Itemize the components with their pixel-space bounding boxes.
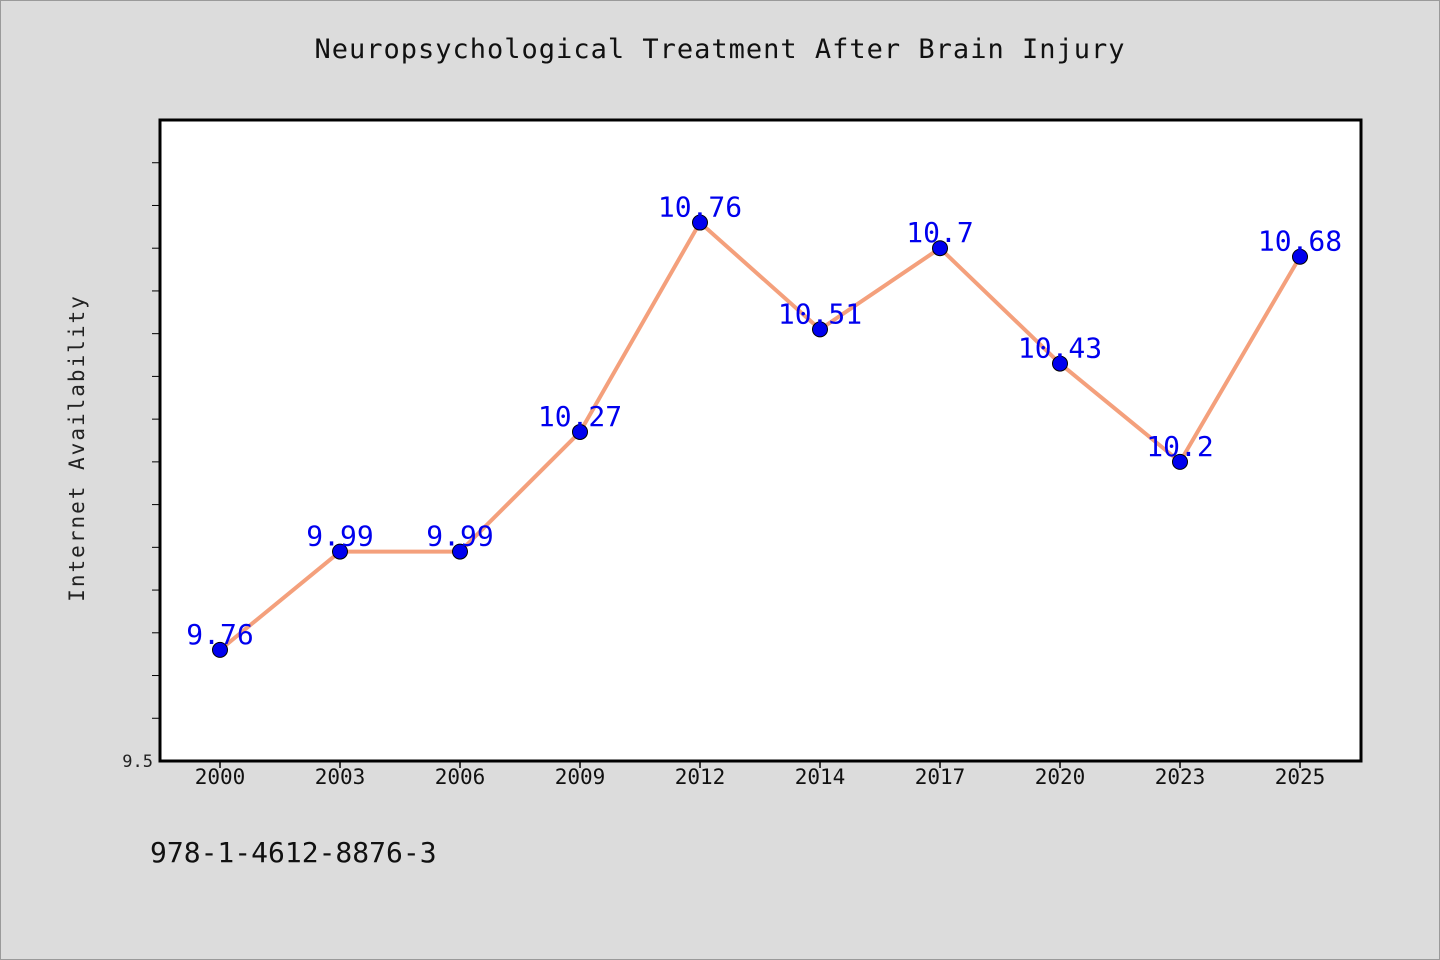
x-tick-label: 2020: [1035, 765, 1086, 789]
x-tick-label: 2014: [795, 765, 846, 789]
x-tick-label: 2000: [195, 765, 246, 789]
x-tick-label: 2006: [435, 765, 486, 789]
data-label: 10.76: [658, 191, 742, 224]
y-tick-label: 9.5: [122, 752, 153, 772]
data-point: [1172, 453, 1188, 470]
data-label: 10.2: [1146, 430, 1213, 463]
data-label: 10.43: [1018, 332, 1102, 365]
x-tick-label: 2009: [555, 765, 606, 789]
series-group: 9.76 9.99 9.99 10.27 10.76 10.51 10.7 10.43 10.2…: [186, 191, 1342, 658]
x-axis-ticks: 2000 2003 2006 2009 2012 2014 2017 2020 2023 2025: [195, 761, 1326, 789]
chart-title: Neuropsychological Treatment After Brain…: [314, 34, 1126, 65]
data-label: 10.68: [1258, 225, 1342, 258]
plot-area: [158, 118, 1363, 763]
data-point: [212, 641, 228, 658]
data-point: [572, 423, 588, 440]
x-tick-label: 2025: [1275, 765, 1326, 789]
x-tick-label: 2012: [675, 765, 726, 789]
data-label: 10.51: [778, 297, 862, 330]
series-line: [218, 220, 1302, 652]
data-point: [692, 214, 708, 231]
data-point: [452, 543, 468, 560]
data-point: [812, 321, 828, 338]
data-point: [1052, 355, 1068, 372]
data-point: [932, 240, 948, 257]
data-label: 10.7: [906, 216, 973, 249]
data-label: 9.99: [306, 520, 373, 553]
data-point: [332, 543, 348, 560]
x-tick-label: 2023: [1155, 765, 1206, 789]
data-label: 9.99: [426, 520, 493, 553]
data-label: 9.76: [186, 618, 253, 651]
x-tick-label: 2017: [915, 765, 966, 789]
isbn-text: 978-1-4612-8876-3: [150, 836, 437, 869]
data-point: [1292, 248, 1308, 265]
data-label: 10.27: [538, 400, 622, 433]
x-tick-label: 2003: [315, 765, 366, 789]
y-axis-ticks: 9.5: [122, 162, 160, 772]
